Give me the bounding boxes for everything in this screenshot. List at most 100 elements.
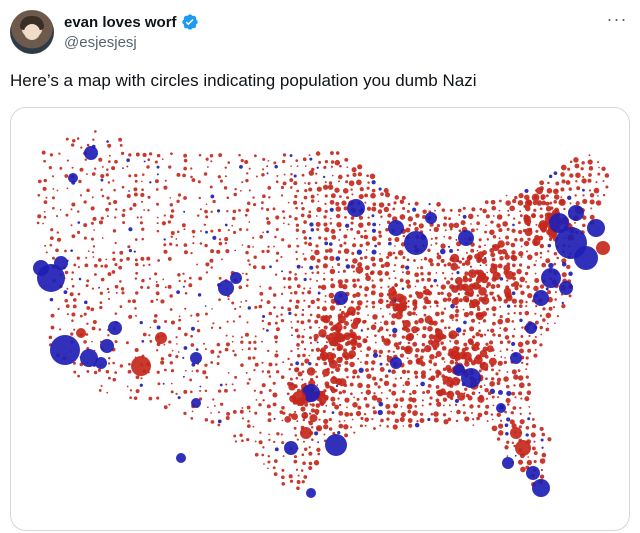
map-dot: [420, 272, 424, 276]
population-circle-map: [33, 130, 610, 498]
map-dot: [231, 383, 234, 386]
map-dot: [232, 335, 234, 338]
author-handle[interactable]: @esjesjesj: [64, 34, 137, 51]
map-dot: [429, 396, 433, 400]
map-dot: [436, 284, 439, 287]
map-dot: [313, 460, 320, 466]
map-dot: [349, 338, 358, 347]
map-dot: [217, 175, 222, 179]
map-dot: [337, 279, 343, 285]
map-dot: [511, 320, 515, 323]
map-dot: [392, 350, 395, 353]
map-dot: [196, 328, 201, 333]
map-dot: [545, 201, 550, 206]
map-dot: [519, 284, 523, 288]
map-dot: [338, 423, 344, 429]
map-dot: [346, 174, 350, 178]
map-dot: [167, 256, 172, 261]
map-dot: [216, 362, 220, 366]
map-dot: [142, 264, 145, 267]
map-dot: [485, 263, 488, 266]
tweet-media-map[interactable]: [10, 107, 630, 531]
map-dot: [323, 325, 328, 330]
map-dot: [318, 329, 327, 338]
map-dot: [276, 251, 280, 255]
map-dot: [364, 286, 370, 292]
map-dot: [394, 277, 397, 280]
map-dot: [303, 220, 307, 224]
map-dot: [492, 244, 500, 252]
map-dot: [266, 217, 269, 221]
map-dot: [316, 313, 321, 319]
map-dot: [479, 363, 485, 369]
map-dot: [210, 349, 215, 354]
avatar[interactable]: [10, 10, 54, 54]
map-dot: [216, 249, 221, 254]
map-dot: [224, 347, 229, 352]
map-dot: [366, 174, 369, 178]
map-dot: [94, 167, 97, 170]
map-dot: [296, 438, 299, 441]
map-dot: [307, 319, 311, 323]
map-dot: [556, 315, 559, 318]
map-dot: [286, 392, 290, 396]
map-dot: [260, 299, 263, 302]
map-dot: [338, 283, 344, 289]
map-dot: [434, 209, 436, 212]
map-dot: [334, 404, 340, 410]
map-dot: [167, 284, 172, 289]
map-dot: [525, 340, 530, 345]
map-dot: [433, 300, 438, 305]
map-dot: [141, 278, 145, 283]
map-dot: [506, 390, 512, 397]
map-dot: [330, 283, 336, 289]
map-dot: [218, 238, 222, 241]
map-dot: [525, 300, 528, 304]
map-dot: [502, 221, 508, 227]
map-dot: [492, 404, 495, 407]
map-dot: [407, 216, 414, 222]
map-dot: [458, 229, 462, 233]
map-dot: [370, 290, 376, 296]
map-dot: [163, 238, 166, 241]
map-dot: [248, 378, 251, 381]
map-dot: [475, 311, 485, 321]
display-name[interactable]: evan loves worf: [64, 13, 177, 31]
map-dot: [372, 305, 375, 309]
map-dot: [91, 326, 96, 331]
map-dot: [506, 227, 510, 231]
map-dot: [317, 291, 321, 295]
map-dot: [323, 424, 329, 430]
map-dot: [424, 344, 432, 353]
map-dot: [253, 255, 257, 259]
map-dot: [363, 412, 367, 416]
map-dot: [553, 194, 560, 200]
map-dot: [461, 262, 466, 267]
map-dot: [353, 431, 356, 434]
map-dot: [511, 341, 516, 347]
map-dot: [267, 321, 272, 326]
more-horizontal-icon[interactable]: ···: [606, 8, 628, 29]
map-dot: [169, 308, 173, 311]
map-dot: [366, 336, 369, 339]
map-dot: [275, 370, 280, 374]
city-circle: [461, 368, 481, 388]
map-dot: [267, 455, 270, 458]
map-dot: [513, 328, 516, 331]
map-dot: [140, 216, 143, 219]
map-dot: [269, 265, 272, 269]
map-dot: [210, 420, 215, 424]
map-dot: [178, 315, 181, 318]
map-dot: [524, 199, 533, 207]
map-dot: [518, 251, 524, 257]
map-dot: [296, 342, 300, 347]
map-dot: [428, 333, 435, 340]
map-dot: [400, 264, 405, 269]
map-dot: [357, 382, 363, 389]
map-dot: [300, 213, 305, 218]
map-dot: [532, 213, 536, 217]
map-dot: [66, 187, 69, 190]
city-circle: [155, 332, 167, 344]
map-dot: [497, 396, 500, 399]
